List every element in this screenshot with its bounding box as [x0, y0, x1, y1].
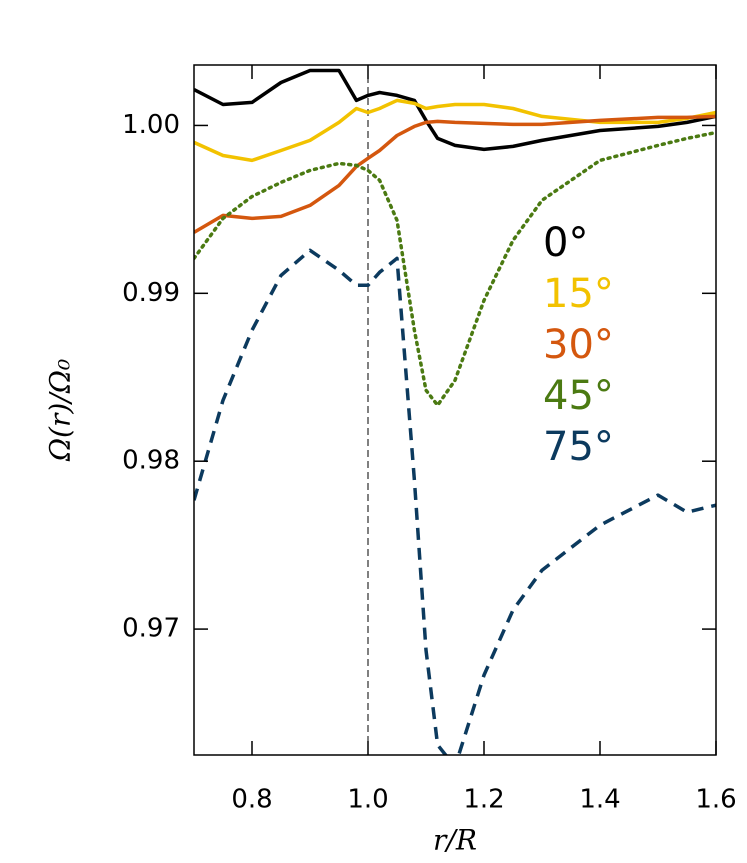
legend-entry: 15° — [543, 271, 614, 317]
plot-frame — [193, 64, 717, 756]
legend-entry: 0° — [543, 220, 588, 266]
y-tick-label: 0.98 — [122, 446, 180, 476]
series-line — [194, 130, 716, 408]
x-tick-label: 0.8 — [231, 785, 272, 815]
plot-area — [194, 65, 716, 755]
series-line — [194, 68, 716, 152]
series-line — [194, 248, 716, 755]
legend-entry: 75° — [543, 424, 614, 470]
y-tick-label: 1.00 — [122, 110, 180, 140]
legend-entry: 45° — [543, 373, 614, 419]
x-tick-label: 1.6 — [695, 785, 736, 815]
y-tick-label: 0.97 — [122, 614, 180, 644]
y-tick-label: 0.99 — [122, 278, 180, 308]
series-line — [194, 114, 716, 234]
x-tick-label: 1.4 — [579, 785, 620, 815]
legend-entry: 30° — [543, 322, 614, 368]
x-axis-label: r/R — [433, 824, 477, 857]
x-tick-label: 1.0 — [347, 785, 388, 815]
y-axis-label: Ω(r)/Ω₀ — [44, 359, 77, 462]
x-tick-label: 1.2 — [463, 785, 504, 815]
